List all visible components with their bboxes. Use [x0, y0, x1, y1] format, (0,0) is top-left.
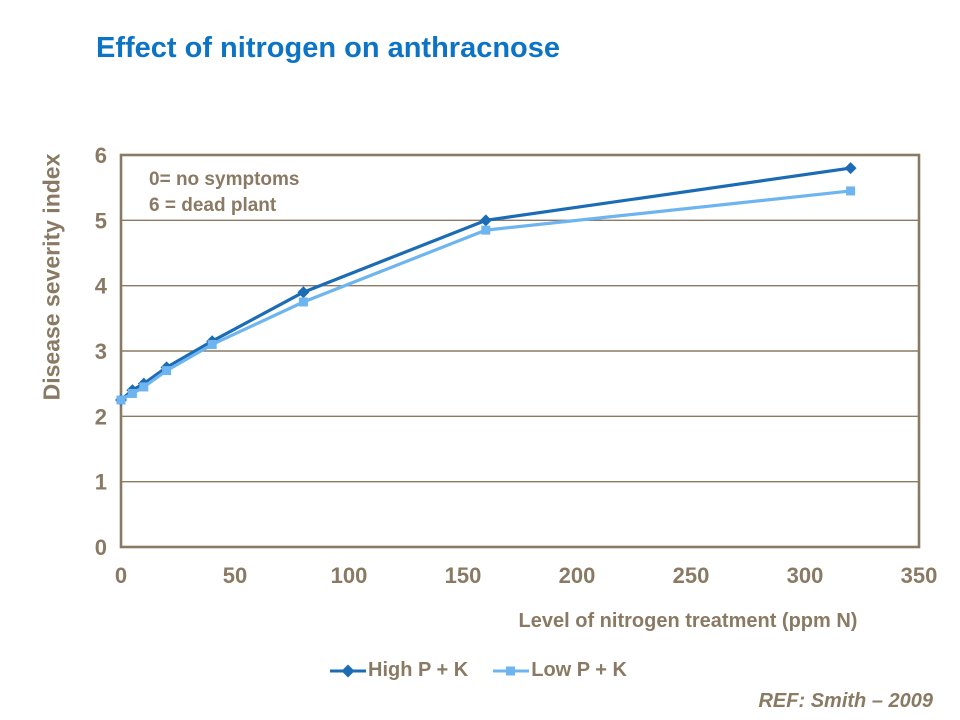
- gridlines: [121, 219, 919, 483]
- legend-item-high: High P + K: [329, 659, 468, 682]
- plot-frame: [119, 153, 921, 549]
- svg-text:6: 6: [95, 143, 107, 168]
- svg-text:3: 3: [95, 339, 107, 364]
- legend-item-low: Low P + K: [492, 659, 627, 682]
- svg-text:2: 2: [95, 404, 107, 429]
- legend-label-high: High P + K: [368, 659, 469, 681]
- annotation-line-2: 6 = dead plant: [149, 195, 277, 216]
- high-series-marker-icon: [330, 664, 367, 677]
- legend-label-low: Low P + K: [531, 659, 627, 681]
- svg-text:1: 1: [95, 470, 107, 495]
- chart-title: Effect of nitrogen on anthracnose: [96, 32, 561, 64]
- svg-text:5: 5: [95, 208, 107, 233]
- x-tick-labels: 0 50 100 150 200 250 300 350: [115, 563, 937, 588]
- svg-text:300: 300: [787, 563, 824, 588]
- svg-text:150: 150: [445, 563, 482, 588]
- svg-text:350: 350: [901, 563, 938, 588]
- x-axis-title: Level of nitrogen treatment (ppm N): [518, 610, 858, 632]
- low-series-marker-icon: [493, 666, 530, 675]
- svg-text:100: 100: [331, 563, 368, 588]
- svg-text:4: 4: [95, 274, 108, 299]
- reference-text: REF: Smith – 2009: [758, 690, 933, 712]
- chart-canvas: 0 1 2 3 4 5 6 0 50 100 150 200 250 300 350: [95, 143, 938, 588]
- svg-text:50: 50: [223, 563, 247, 588]
- legend: High P + K Low P + K: [329, 659, 627, 682]
- svg-text:0: 0: [115, 563, 127, 588]
- annotation-line-1: 0= no symptoms: [149, 169, 300, 190]
- svg-text:200: 200: [559, 563, 596, 588]
- annotation: 0= no symptoms 6 = dead plant: [149, 167, 299, 219]
- svg-text:250: 250: [673, 563, 710, 588]
- svg-text:0: 0: [95, 535, 107, 560]
- y-tick-labels: 0 1 2 3 4 5 6: [95, 143, 108, 560]
- series-low: [116, 186, 856, 405]
